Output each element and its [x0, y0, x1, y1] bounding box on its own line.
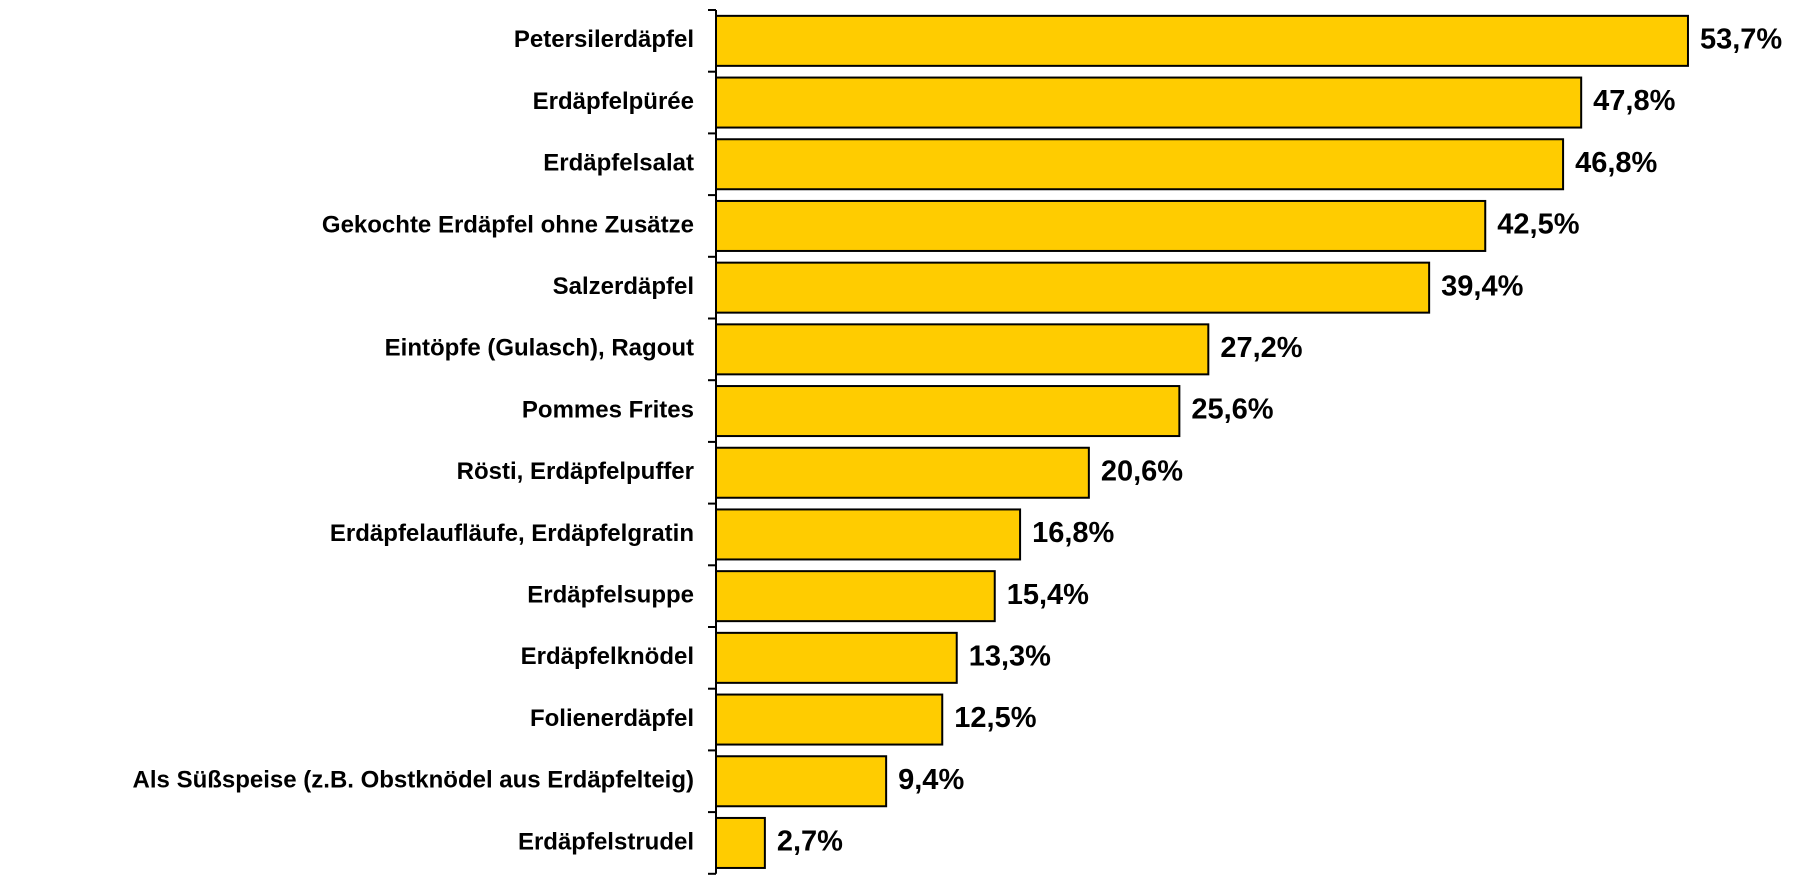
bar — [715, 693, 944, 746]
value-label: 27,2% — [1220, 332, 1302, 364]
bar — [715, 261, 1431, 314]
category-label: Erdäpfelsalat — [543, 150, 694, 177]
bar — [715, 323, 1210, 376]
category-label: Als Süßspeise (z.B. Obstknödel aus Erdäp… — [133, 767, 694, 794]
category-label: Erdäpfelaufläufe, Erdäpfelgratin — [330, 520, 694, 547]
category-label: Gekochte Erdäpfel ohne Zusätze — [322, 211, 694, 238]
category-label: Erdäpfelknödel — [521, 643, 694, 670]
bar — [715, 76, 1583, 129]
value-label: 42,5% — [1497, 209, 1579, 241]
value-label: 47,8% — [1593, 85, 1675, 117]
bar — [715, 816, 766, 869]
bar — [715, 508, 1022, 561]
bar — [715, 385, 1181, 438]
bar — [715, 446, 1090, 499]
category-label: Erdäpfelpürée — [533, 88, 694, 115]
value-label: 25,6% — [1191, 394, 1273, 426]
category-label: Folienerdäpfel — [530, 705, 694, 732]
category-label: Eintöpfe (Gulasch), Ragout — [385, 335, 694, 362]
bar — [715, 631, 958, 684]
value-label: 12,5% — [954, 702, 1036, 734]
value-label: 16,8% — [1032, 517, 1114, 549]
category-label: Rösti, Erdäpfelpuffer — [457, 458, 694, 485]
bar — [715, 570, 996, 623]
category-label: Erdäpfelsuppe — [527, 581, 694, 608]
category-label: Salzerdäpfel — [553, 273, 694, 300]
category-label: Petersilerdäpfel — [514, 26, 694, 53]
bar — [715, 138, 1565, 191]
value-label: 15,4% — [1007, 579, 1089, 611]
category-label: Erdäpfelstrudel — [518, 828, 694, 855]
value-label: 20,6% — [1101, 455, 1183, 487]
value-label: 9,4% — [898, 764, 964, 796]
bar — [715, 755, 888, 808]
value-label: 53,7% — [1700, 24, 1782, 56]
value-label: 2,7% — [777, 826, 843, 858]
value-label: 13,3% — [969, 641, 1051, 673]
bar — [715, 199, 1487, 252]
bar — [715, 14, 1689, 67]
category-label: Pommes Frites — [522, 396, 694, 423]
value-label: 46,8% — [1575, 147, 1657, 179]
value-label: 39,4% — [1441, 270, 1523, 302]
